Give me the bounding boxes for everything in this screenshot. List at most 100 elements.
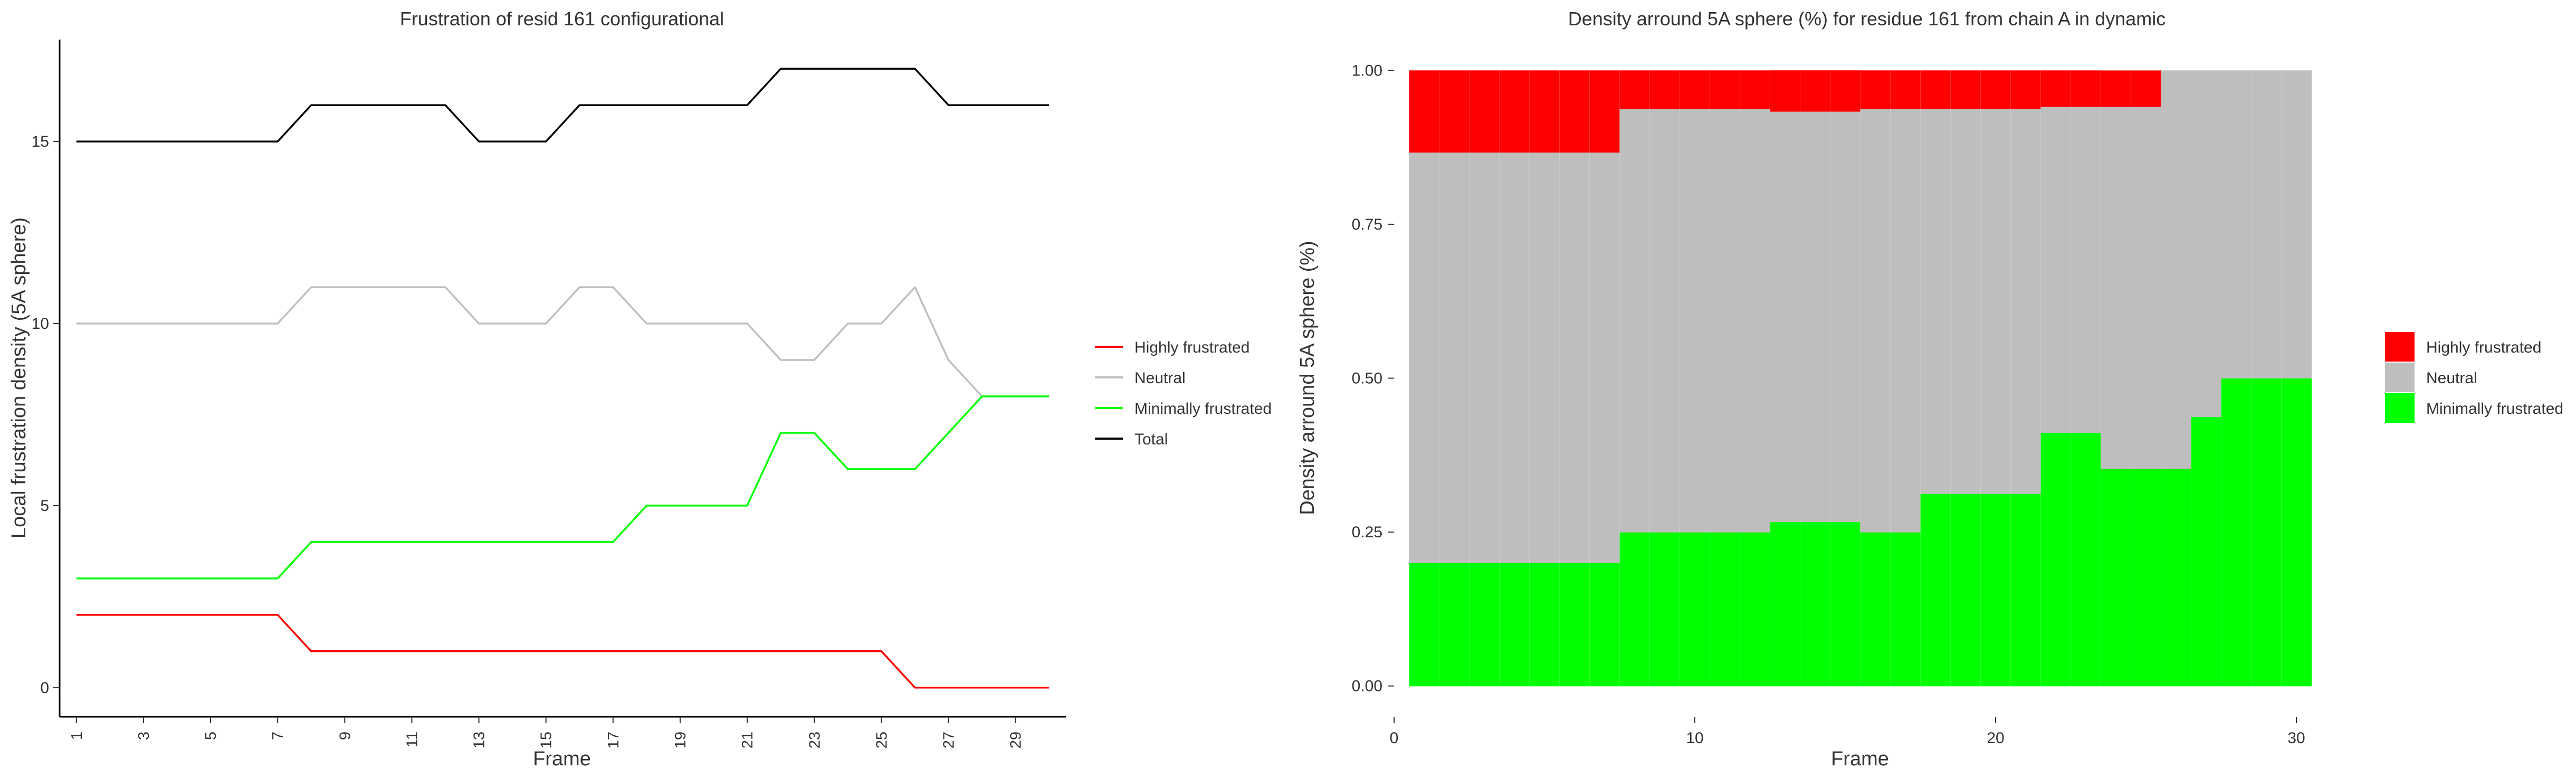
stack-segment-minimally-frustrated xyxy=(1980,494,2011,687)
y-tick-label: 10 xyxy=(32,315,49,333)
stack-segment-highly-frustrated xyxy=(1800,70,1831,112)
stack-segment-highly-frustrated xyxy=(2010,70,2041,109)
x-tick-label: 19 xyxy=(672,732,689,748)
stack-segment-neutral xyxy=(2281,70,2312,379)
series-line-neutral xyxy=(76,286,1050,397)
stack-segment-neutral xyxy=(2221,70,2252,379)
stack-segment-neutral xyxy=(2010,109,2041,494)
stack-segment-minimally-frustrated xyxy=(2281,378,2312,687)
stack-segment-minimally-frustrated xyxy=(2191,416,2222,687)
x-tick-label: 17 xyxy=(605,732,622,748)
legend-key-minimally-frustrated xyxy=(2385,393,2415,423)
legend-item-minimally-frustrated: Minimally frustrated xyxy=(2385,393,2563,423)
stack-segment-neutral xyxy=(1469,152,1500,563)
line-chart-y-axis-label: Local frustration density (5A sphere) xyxy=(8,217,30,538)
stack-segment-highly-frustrated xyxy=(1770,70,1801,112)
stack-segment-highly-frustrated xyxy=(1559,70,1590,153)
legend-item-neutral: Neutral xyxy=(1095,369,1186,387)
y-tick-label: 15 xyxy=(32,133,49,150)
stack-segment-highly-frustrated xyxy=(1409,70,1440,153)
stack-segment-highly-frustrated xyxy=(2040,70,2072,107)
stack-segment-neutral xyxy=(1589,152,1620,563)
stack-segment-minimally-frustrated xyxy=(1770,521,1801,687)
stack-segment-minimally-frustrated xyxy=(1529,563,1560,687)
stack-segment-highly-frustrated xyxy=(2131,70,2162,107)
stack-segment-minimally-frustrated xyxy=(1800,521,1831,687)
stack-segment-highly-frustrated xyxy=(1710,70,1741,109)
legend-item-minimally-frustrated: Minimally frustrated xyxy=(1095,400,1272,418)
stack-segment-neutral xyxy=(1860,109,1891,533)
legend-item-neutral: Neutral xyxy=(2385,363,2477,392)
legend-label-neutral: Neutral xyxy=(1134,369,1186,387)
y-tick-label: 0.25 xyxy=(1352,524,1382,541)
x-tick-label: 0 xyxy=(1390,729,1399,747)
stack-segment-minimally-frustrated xyxy=(2221,378,2252,687)
series-line-total xyxy=(76,68,1050,143)
stack-segment-highly-frustrated xyxy=(2101,70,2132,107)
legend-item-total: Total xyxy=(1095,431,1168,448)
stacked-area-chart-panel: Density arround 5A sphere (%) for residu… xyxy=(1296,8,2563,770)
stack-segment-minimally-frustrated xyxy=(1950,494,1981,687)
line-chart-x-ticks: 1 3 5 7 9 11 13 15 17 19 21 23 25 27 29 xyxy=(69,717,1025,748)
stack-segment-minimally-frustrated xyxy=(2131,469,2162,687)
stack-segment-neutral xyxy=(1830,111,1861,523)
legend-label-highly-frustrated: Highly frustrated xyxy=(1134,339,1249,356)
series-line-highly-frustrated xyxy=(76,614,1050,689)
stack-segment-minimally-frustrated xyxy=(2161,469,2192,687)
stack-segment-neutral xyxy=(1439,152,1470,563)
stack-segment-minimally-frustrated xyxy=(1409,563,1440,687)
legend-item-highly-frustrated: Highly frustrated xyxy=(2385,332,2541,362)
stack-segment-minimally-frustrated xyxy=(2101,469,2132,687)
stacked-chart-plot-area xyxy=(1409,70,2312,687)
x-tick-label: 3 xyxy=(136,732,152,740)
stack-segment-neutral xyxy=(1980,109,2011,494)
stack-segment-highly-frustrated xyxy=(1649,70,1681,109)
stack-segment-neutral xyxy=(1710,109,1741,533)
line-chart-legend: Highly frustrated Neutral Minimally frustr… xyxy=(1095,339,1272,448)
stack-segment-minimally-frustrated xyxy=(2071,432,2102,687)
y-tick-label: 0.00 xyxy=(1352,678,1382,695)
stack-segment-neutral xyxy=(2191,70,2222,417)
stack-segment-neutral xyxy=(2071,106,2102,433)
stacked-chart-x-ticks: 0 10 20 30 xyxy=(1390,717,2305,747)
stack-segment-highly-frustrated xyxy=(1469,70,1500,153)
stack-segment-minimally-frustrated xyxy=(2251,378,2282,687)
legend-label-neutral: Neutral xyxy=(2426,369,2477,387)
stack-segment-neutral xyxy=(1649,109,1681,533)
y-tick-label: 1.00 xyxy=(1352,62,1382,79)
stack-segment-highly-frustrated xyxy=(1589,70,1620,153)
legend-label-total: Total xyxy=(1134,431,1168,448)
stack-segment-minimally-frustrated xyxy=(1439,563,1470,687)
stack-segment-neutral xyxy=(2251,70,2282,379)
stack-segment-neutral xyxy=(2040,106,2072,433)
y-tick-label: 5 xyxy=(40,497,49,515)
x-tick-label: 21 xyxy=(739,732,756,748)
stack-segment-highly-frustrated xyxy=(1740,70,1771,109)
x-tick-label: 9 xyxy=(337,732,354,740)
stack-segment-highly-frustrated xyxy=(1890,70,1921,109)
line-chart-y-ticks: 0 5 10 15 xyxy=(32,133,60,697)
x-tick-label: 5 xyxy=(203,732,220,740)
x-tick-label: 30 xyxy=(2287,729,2305,747)
stack-segment-highly-frustrated xyxy=(1529,70,1560,153)
stack-segment-minimally-frustrated xyxy=(1589,563,1620,687)
line-chart-plot-area xyxy=(76,68,1050,689)
stack-segment-highly-frustrated xyxy=(1830,70,1861,112)
stacked-chart-y-axis-label: Density arround 5A sphere (%) xyxy=(1296,241,1319,515)
stack-segment-neutral xyxy=(1920,109,1951,494)
x-tick-label: 11 xyxy=(404,732,421,747)
stack-segment-highly-frustrated xyxy=(1439,70,1470,153)
stacked-chart-x-axis-label: Frame xyxy=(1831,748,1889,770)
stacked-chart-legend: Highly frustrated Neutral Minimally frustr… xyxy=(2385,332,2563,423)
series-line-minimally-frustrated xyxy=(76,395,1050,580)
x-tick-label: 20 xyxy=(1987,729,2004,747)
x-tick-label: 7 xyxy=(270,732,287,740)
stack-segment-minimally-frustrated xyxy=(1860,532,1891,687)
stack-segment-highly-frustrated xyxy=(1950,70,1981,109)
stack-segment-neutral xyxy=(1409,152,1440,563)
x-tick-label: 29 xyxy=(1008,732,1025,748)
y-tick-label: 0 xyxy=(40,679,49,697)
stack-segment-neutral xyxy=(1559,152,1590,563)
